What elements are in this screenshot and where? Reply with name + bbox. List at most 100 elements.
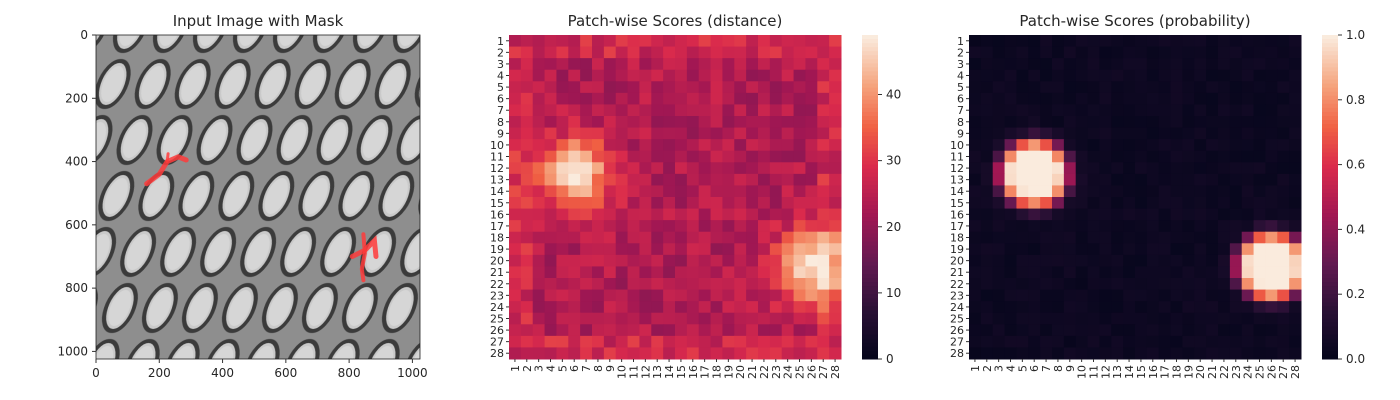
- heatmap-cell: [758, 335, 771, 348]
- heatmap-cell: [1277, 231, 1290, 244]
- heatmap-cell: [686, 116, 700, 129]
- heatmap-cell: [1253, 220, 1266, 233]
- heatmap-cell: [1052, 312, 1065, 325]
- heatmap-cell: [758, 243, 771, 256]
- colorbar-segment: [1322, 152, 1338, 157]
- heatmap-cell: [1075, 69, 1089, 82]
- heatmap-cell: [1123, 289, 1136, 302]
- heatmap-cell: [1135, 243, 1148, 256]
- heatmap-cell: [805, 254, 818, 267]
- heatmap-cell: [1229, 150, 1243, 163]
- heatmap-cell: [1289, 81, 1302, 94]
- heatmap-cell: [1016, 278, 1029, 291]
- heatmap-cell: [520, 324, 534, 337]
- heatmap-cell: [1028, 173, 1041, 186]
- heatmap-cell: [1206, 150, 1219, 163]
- heatmap-cell: [1182, 92, 1195, 105]
- heatmap-cell: [1253, 197, 1266, 210]
- heatmap-cell: [1111, 254, 1124, 267]
- heatmap-cell: [1099, 81, 1112, 94]
- heatmap-cell: [710, 162, 723, 175]
- y-tick-label: 8: [957, 116, 964, 129]
- heatmap-cell: [532, 208, 546, 221]
- heatmap-cell: [675, 266, 688, 279]
- colorbar-segment: [862, 99, 878, 105]
- heatmap-cell: [1229, 231, 1243, 244]
- x-tick-label: 28: [829, 365, 842, 379]
- colorbar-segment: [1322, 188, 1338, 194]
- heatmap-cell: [1146, 197, 1160, 210]
- y-tick-label: 24: [490, 301, 504, 314]
- heatmap-cell: [1016, 208, 1029, 221]
- heatmap-cell: [1229, 243, 1243, 256]
- heatmap-cell: [520, 185, 534, 198]
- heatmap-cell: [1289, 92, 1302, 105]
- heatmap-cell: [544, 185, 557, 198]
- heatmap-cell: [1277, 81, 1290, 94]
- heatmap-cell: [1289, 324, 1302, 337]
- heatmap-cell: [1099, 254, 1112, 267]
- heatmap-cell: [1241, 104, 1255, 117]
- heatmap-cell: [603, 197, 617, 210]
- heatmap-cell: [980, 335, 994, 348]
- heatmap-cell: [580, 335, 593, 348]
- heatmap-cell: [1123, 254, 1136, 267]
- heatmap-cell: [1146, 58, 1160, 71]
- y-tick-label: 16: [950, 208, 964, 221]
- heatmap-cell: [603, 312, 617, 325]
- heatmap-cell: [1146, 150, 1160, 163]
- heatmap-cell: [651, 278, 664, 291]
- heatmap-cell: [568, 324, 581, 337]
- heatmap-cell: [651, 220, 664, 233]
- heatmap-cell: [781, 81, 795, 94]
- heatmap-cell: [1099, 335, 1112, 348]
- heatmap-cell: [710, 46, 723, 59]
- y-tick-label: 7: [497, 104, 504, 117]
- heatmap-cell: [1016, 81, 1029, 94]
- heatmap-cell: [1241, 46, 1255, 59]
- heatmap-cell: [568, 220, 581, 233]
- heatmap-cell: [1194, 254, 1207, 267]
- colorbar-tick-label: 20: [886, 220, 901, 234]
- heatmap-cell: [793, 197, 806, 210]
- heatmap-cell: [663, 301, 676, 314]
- heatmap-cell: [1123, 278, 1136, 291]
- heatmap-cell: [1040, 173, 1053, 186]
- heatmap-cell: [1277, 116, 1290, 129]
- heatmap-cell: [675, 116, 688, 129]
- colorbar-segment: [1322, 209, 1338, 214]
- heatmap-cell: [1075, 92, 1089, 105]
- colorbar-segment: [862, 51, 878, 56]
- colorbar-segment: [862, 257, 878, 263]
- heatmap-cell: [829, 92, 842, 105]
- heatmap-cell: [1016, 301, 1029, 314]
- heatmap-cell: [1028, 69, 1041, 82]
- heatmap-cell: [520, 162, 534, 175]
- heatmap-cell: [627, 46, 640, 59]
- heatmap-cell: [1265, 335, 1278, 348]
- heatmap-cell: [1052, 197, 1065, 210]
- heatmap-cell: [1123, 150, 1136, 163]
- heatmap-cell: [805, 58, 818, 71]
- heatmap-cell: [639, 104, 652, 117]
- heatmap-cell: [580, 220, 593, 233]
- heatmap-cell: [1253, 324, 1266, 337]
- colorbar-segment: [862, 265, 878, 271]
- heatmap-cell: [556, 116, 569, 129]
- heatmap-cell: [1194, 335, 1207, 348]
- heatmap-cell: [1158, 243, 1172, 256]
- heatmap-cell: [1253, 301, 1266, 314]
- heatmap-cell: [781, 208, 795, 221]
- heatmap-cell: [969, 69, 982, 82]
- heatmap-cell: [1004, 127, 1017, 140]
- heatmap-cell: [769, 208, 783, 221]
- x-tick-label: 22: [758, 365, 771, 379]
- heatmap-cell: [1087, 104, 1100, 117]
- heatmap-cell: [1004, 197, 1017, 210]
- colorbar-segment: [862, 209, 878, 214]
- heatmap-cell: [722, 301, 735, 314]
- heatmap-cell: [698, 208, 712, 221]
- heatmap-cell: [1099, 139, 1112, 152]
- heatmap-cell: [651, 347, 664, 360]
- heatmap-cell: [592, 301, 605, 314]
